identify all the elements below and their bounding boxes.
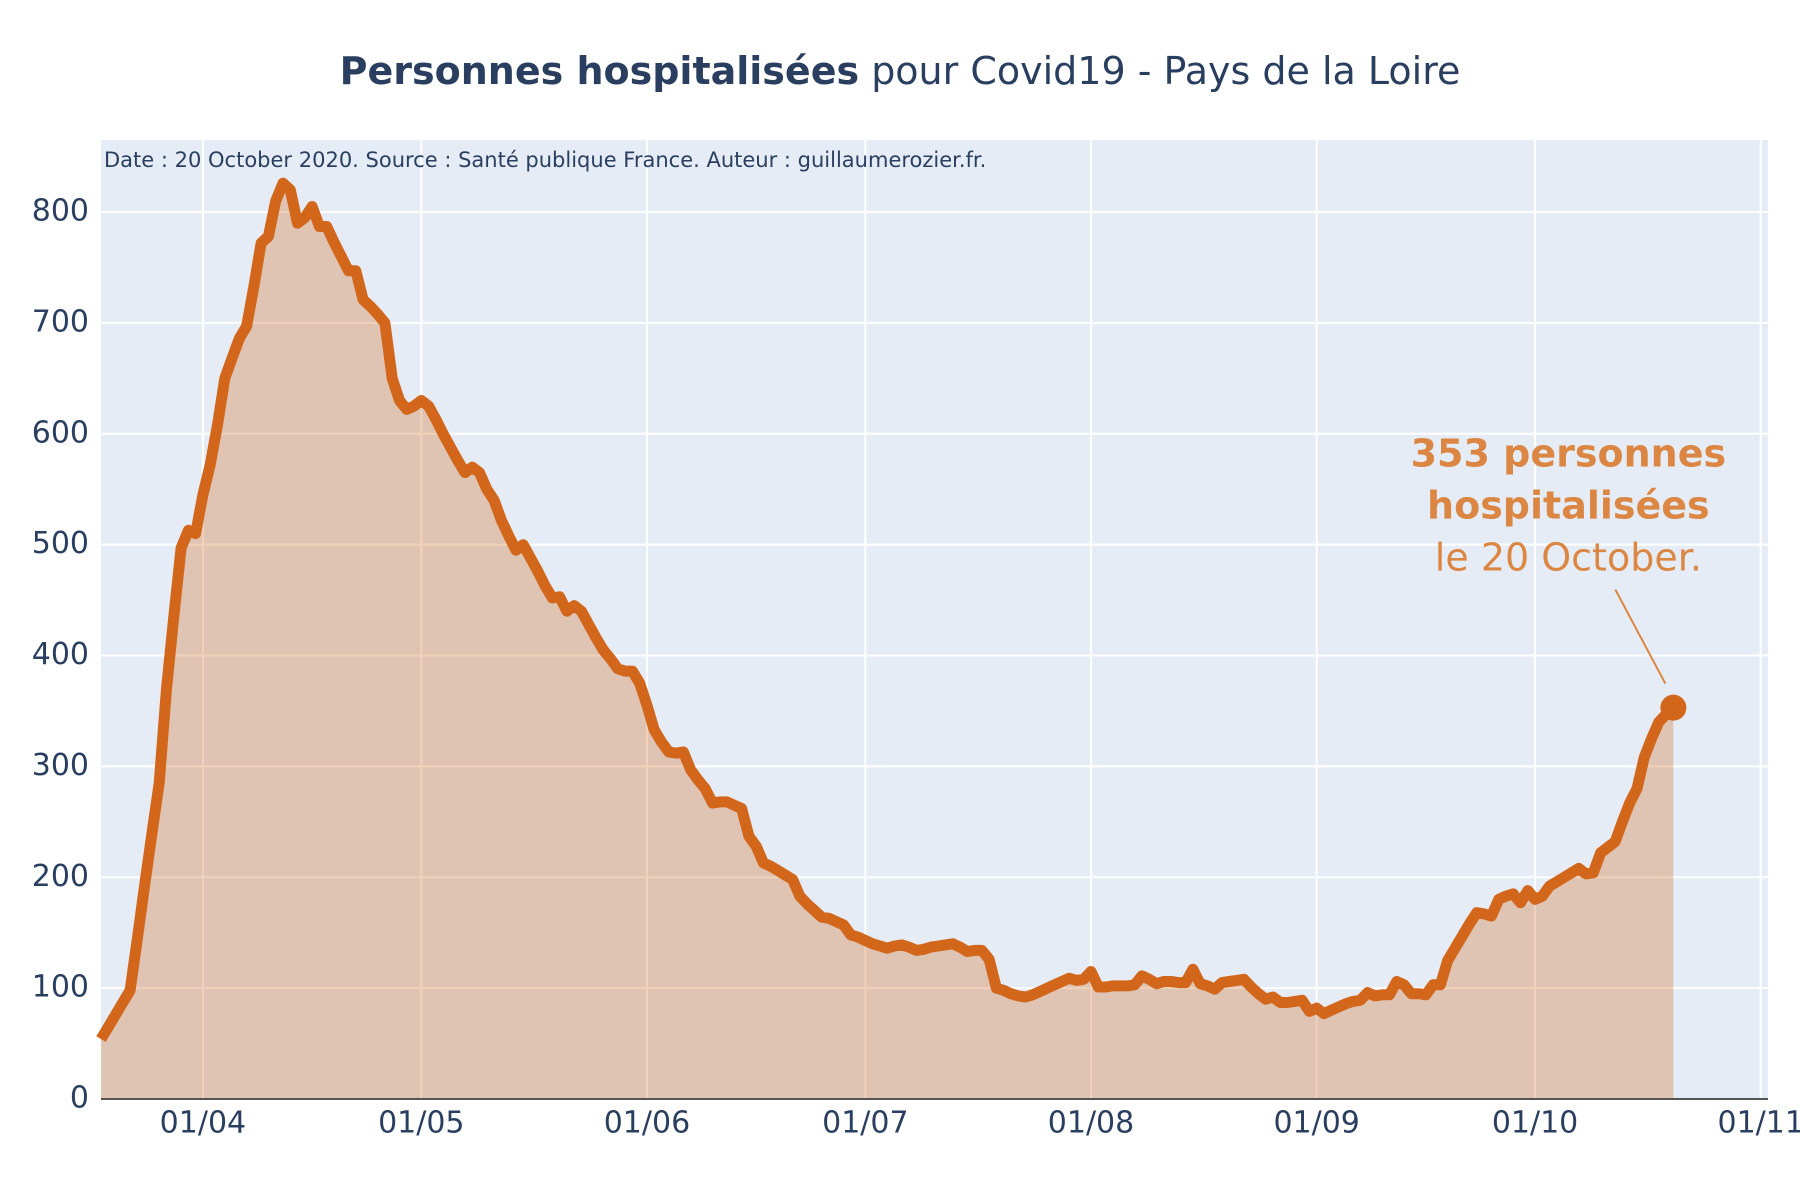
x-tick-label: 01/04 [160, 1106, 246, 1141]
x-tick-label: 01/11 [1717, 1106, 1800, 1141]
end-marker [1660, 694, 1687, 721]
subtitle: Date : 20 October 2020. Source : Santé p… [104, 148, 986, 172]
axes: 0 100 200 300 400 500 600 700 800 01/04 01/05 01/06… [32, 194, 1800, 1141]
y-tick-label: 300 [32, 748, 89, 783]
y-tick-label: 100 [32, 970, 89, 1005]
area-fill [101, 183, 1674, 1099]
annotation-arrow [1614, 589, 1667, 685]
annotation-bold: 353 personnes [1411, 432, 1727, 476]
annotation-bold: hospitalisées [1427, 484, 1710, 528]
title-bold: Personnes hospitalisées [340, 49, 859, 93]
x-tick-label: 01/08 [1048, 1106, 1134, 1141]
x-tick-label: 01/10 [1492, 1106, 1578, 1141]
x-tick-label: 01/06 [604, 1106, 690, 1141]
plot-background [101, 140, 1768, 1099]
x-tick-label: 01/05 [378, 1106, 464, 1141]
y-tick-label: 700 [32, 304, 89, 339]
chart-title: Personnes hospitalisées pour Covid19 - P… [340, 49, 1461, 93]
y-tick-label: 0 [70, 1081, 89, 1116]
plot: 353 personnes hospitalisées le 20 October. [96, 177, 1727, 1099]
x-tick-label: 01/07 [822, 1106, 908, 1141]
y-tick-label: 800 [32, 194, 89, 229]
x-tick-label: 01/09 [1273, 1106, 1359, 1141]
y-tick-label: 400 [32, 637, 89, 672]
line [96, 177, 1678, 1042]
annotation-text: le 20 October. [1435, 536, 1702, 580]
y-tick-label: 200 [32, 859, 89, 894]
title-rest: pour Covid19 - Pays de la Loire [871, 49, 1460, 93]
y-tick-label: 500 [32, 526, 89, 561]
y-tick-label: 600 [32, 415, 89, 450]
